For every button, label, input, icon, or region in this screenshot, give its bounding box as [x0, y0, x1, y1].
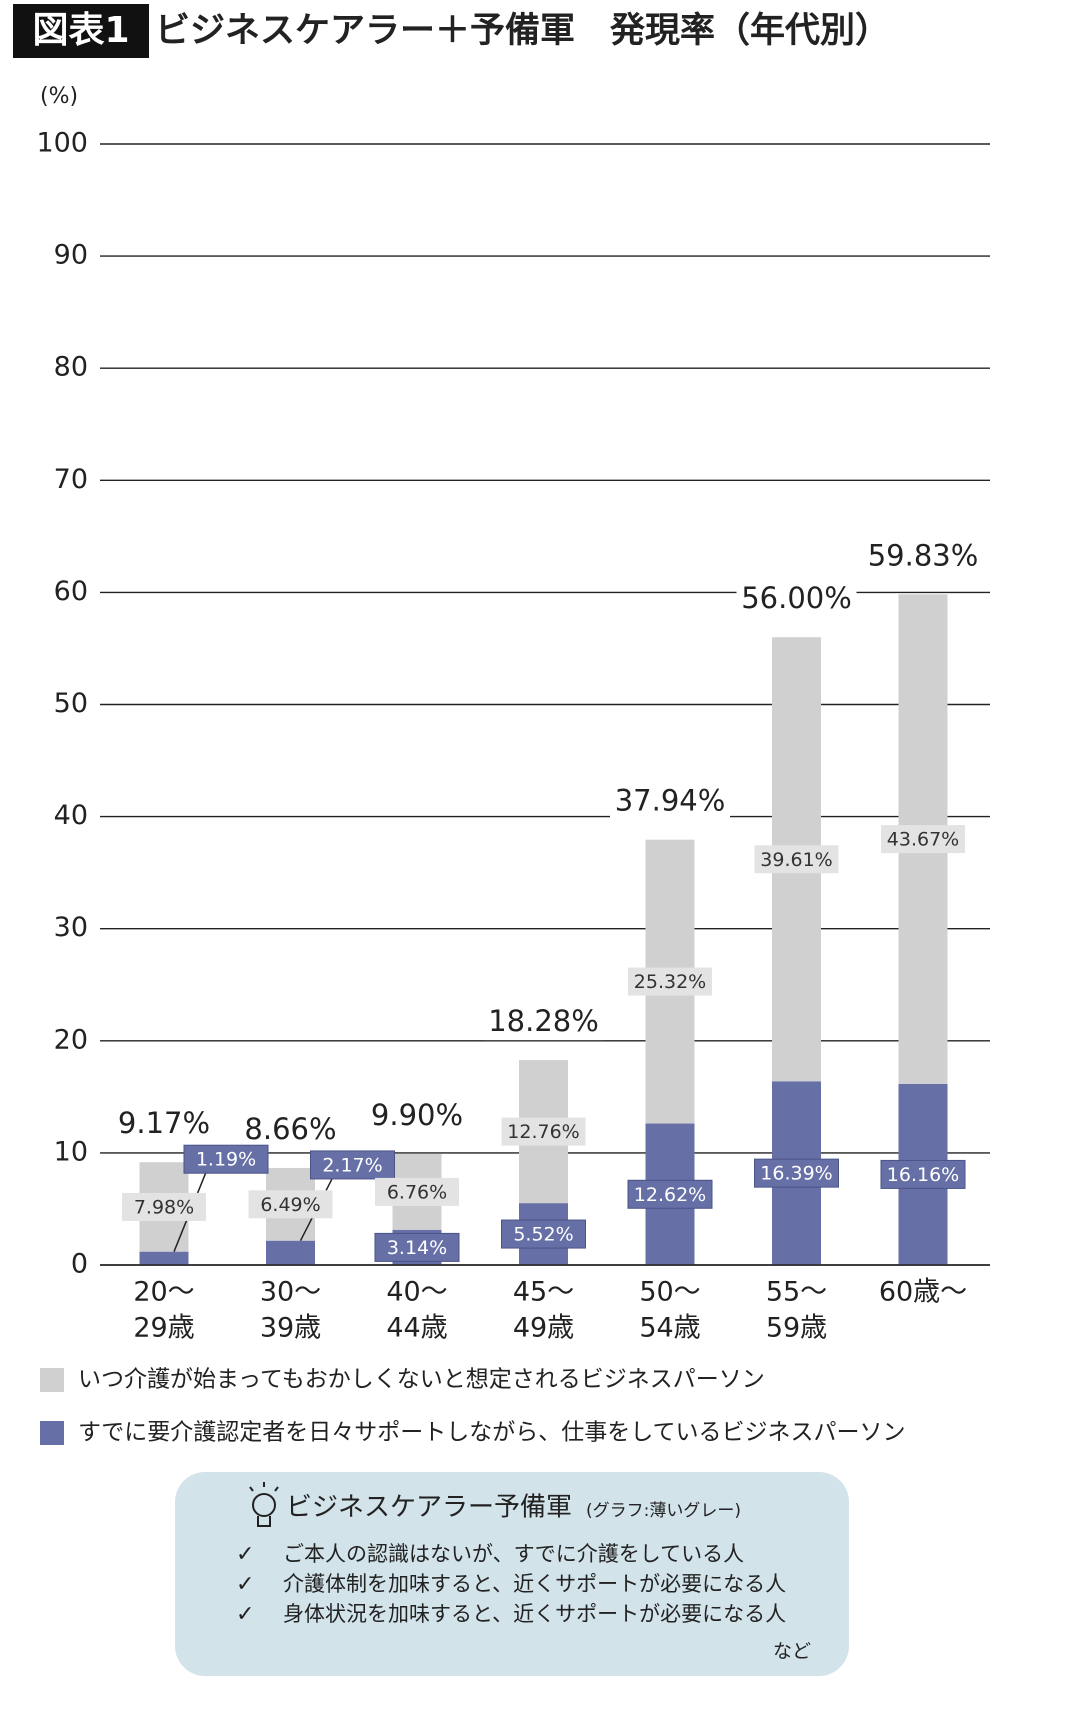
info-item: ご本人の認識はないが、すでに介護をしている人: [283, 1542, 744, 1566]
title-badge-bg: [13, 4, 149, 58]
x-tick-label: 20〜: [133, 1277, 194, 1308]
info-item: 身体状況を加味すると、近くサポートが必要になる人: [283, 1602, 786, 1626]
info-footer: など: [773, 1641, 811, 1663]
value-label-bg: [374, 1232, 460, 1262]
value-label: 16.16%: [887, 1164, 959, 1186]
value-label: 2.17%: [322, 1154, 382, 1176]
value-label: 12.76%: [507, 1121, 579, 1143]
value-label-bg: [881, 825, 965, 854]
total-label-bg: [104, 1106, 224, 1143]
y-tick-label: 60: [54, 576, 88, 607]
check-mark: ✓: [236, 1542, 254, 1567]
total-label-bg: [863, 538, 983, 575]
info-items: ✓ ご本人の認識はないが、すでに介護をしている人 ✓ 介護体制を加味すると、近くサポー…: [236, 1542, 786, 1627]
check-mark: ✓: [236, 1572, 254, 1597]
legend-label: いつ介護が始まってもおかしくないと想定されるビジネスパーソン: [78, 1367, 765, 1393]
y-tick-label: 40: [54, 800, 88, 831]
value-label-bg: [183, 1144, 269, 1174]
total-label-bg: [736, 581, 857, 618]
total-label: 59.83%: [868, 538, 979, 572]
total-label: 37.94%: [615, 784, 726, 818]
y-tick-label: 70: [54, 464, 88, 495]
total-label-bg: [357, 1098, 477, 1135]
total-label-bg: [610, 783, 730, 820]
x-tick-label: 60歳〜: [879, 1277, 967, 1308]
value-label-bg: [501, 1117, 586, 1146]
y-tick-label: 20: [54, 1024, 88, 1055]
y-unit: (%): [40, 84, 78, 109]
total-label-bg: [483, 1004, 604, 1041]
x-tick-label: 54歳: [639, 1313, 700, 1344]
x-tick-label: 39歳: [260, 1313, 321, 1344]
value-label-bg: [880, 1159, 966, 1189]
value-label-bg: [122, 1192, 206, 1221]
x-tick-label: 45〜: [513, 1277, 574, 1308]
value-label: 6.76%: [387, 1181, 447, 1203]
x-tick-label: 40〜: [386, 1277, 447, 1308]
value-label: 3.14%: [387, 1237, 447, 1259]
value-label: 1.19%: [196, 1149, 256, 1171]
value-label: 25.32%: [634, 971, 706, 993]
value-label-bg: [627, 1179, 713, 1209]
total-label: 9.17%: [118, 1106, 210, 1140]
x-tick-label: 44歳: [386, 1313, 447, 1344]
legend-swatch: [40, 1368, 64, 1392]
value-label: 43.67%: [887, 829, 959, 851]
check-mark: ✓: [236, 1602, 254, 1627]
value-label-bg: [754, 845, 839, 874]
value-label-bg: [754, 1158, 839, 1188]
value-label-bg: [310, 1150, 395, 1180]
y-tick-label: 100: [36, 128, 88, 159]
value-label: 39.61%: [760, 849, 832, 871]
title-badge: 図表1: [32, 10, 129, 51]
total-label: 18.28%: [488, 1004, 599, 1038]
x-tick-label: 49歳: [513, 1313, 574, 1344]
bar-segment: [139, 1251, 189, 1265]
y-tick-label: 30: [54, 912, 88, 943]
x-tick-label: 59歳: [766, 1313, 827, 1344]
x-tick-label: 55〜: [766, 1277, 827, 1308]
chart-title: ビジネスケアラー＋予備軍 発現率（年代別）: [155, 11, 890, 51]
x-tick-label: 29歳: [133, 1313, 194, 1344]
legend-label: すでに要介護認定者を日々サポートしながら、仕事をしているビジネスパーソン: [78, 1420, 906, 1446]
legend-swatch: [40, 1421, 64, 1445]
y-tick-label: 0: [71, 1249, 88, 1280]
y-tick-label: 90: [54, 240, 88, 271]
bar-segment: [266, 1240, 315, 1265]
value-label: 7.98%: [134, 1196, 194, 1218]
total-label-bg: [230, 1111, 351, 1148]
value-label-bg: [501, 1219, 586, 1249]
y-tick-label: 10: [54, 1136, 88, 1167]
info-note: (グラフ:薄いグレー): [586, 1501, 741, 1521]
total-label: 9.90%: [371, 1098, 463, 1132]
value-label: 5.52%: [513, 1224, 573, 1246]
value-label-bg: [248, 1190, 333, 1219]
info-title: ビジネスケアラー予備軍: [286, 1493, 572, 1523]
value-label-bg: [375, 1177, 459, 1206]
total-label: 56.00%: [741, 581, 852, 615]
y-tick-label: 80: [54, 352, 88, 383]
info-box: [175, 1472, 849, 1676]
total-label: 8.66%: [244, 1112, 336, 1146]
value-label-bg: [628, 967, 712, 996]
value-label: 16.39%: [760, 1163, 832, 1185]
bulb-icon: [249, 1482, 279, 1527]
value-label: 12.62%: [634, 1184, 706, 1206]
x-tick-label: 50〜: [639, 1277, 700, 1308]
x-tick-label: 30〜: [260, 1277, 321, 1308]
y-tick-label: 50: [54, 688, 88, 719]
info-item: 介護体制を加味すると、近くサポートが必要になる人: [283, 1572, 786, 1596]
value-label: 6.49%: [260, 1194, 320, 1216]
